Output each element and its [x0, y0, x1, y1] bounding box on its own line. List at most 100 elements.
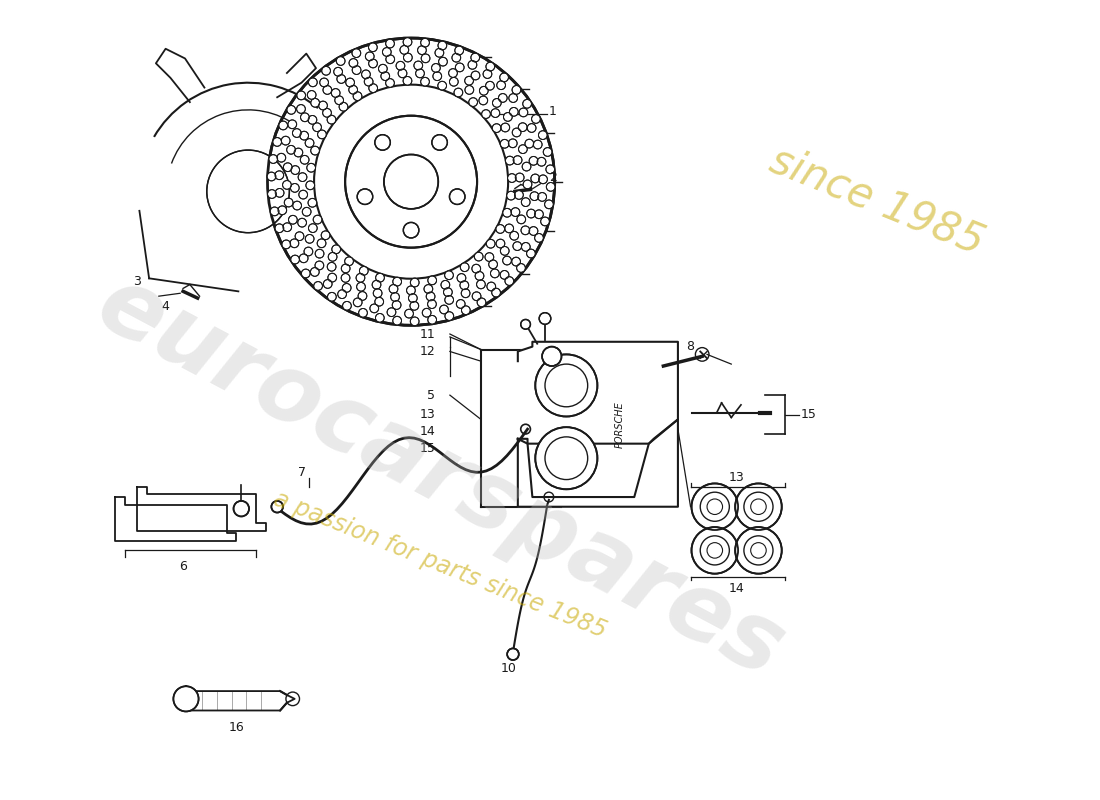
Circle shape — [420, 78, 429, 86]
Circle shape — [305, 138, 314, 147]
Circle shape — [462, 306, 470, 314]
Circle shape — [517, 215, 526, 224]
Circle shape — [422, 308, 431, 317]
Circle shape — [692, 483, 738, 530]
Circle shape — [485, 253, 494, 262]
Text: PORSCHE: PORSCHE — [615, 401, 625, 448]
Circle shape — [293, 201, 301, 210]
Circle shape — [381, 72, 389, 81]
Circle shape — [389, 285, 398, 294]
Circle shape — [405, 310, 414, 318]
Circle shape — [505, 224, 514, 233]
Circle shape — [449, 69, 458, 78]
Polygon shape — [116, 497, 236, 541]
Circle shape — [515, 173, 524, 182]
Circle shape — [507, 174, 516, 182]
Circle shape — [282, 240, 290, 249]
Circle shape — [543, 148, 552, 156]
Circle shape — [521, 226, 530, 234]
Circle shape — [314, 282, 322, 290]
Circle shape — [364, 78, 373, 86]
Circle shape — [207, 150, 289, 233]
Circle shape — [544, 200, 553, 209]
Circle shape — [268, 154, 277, 163]
Circle shape — [456, 299, 465, 308]
Circle shape — [368, 84, 377, 93]
Circle shape — [275, 224, 284, 233]
Circle shape — [349, 58, 358, 67]
Circle shape — [373, 289, 382, 298]
Circle shape — [375, 134, 390, 150]
Circle shape — [372, 280, 381, 289]
Circle shape — [522, 162, 531, 171]
Circle shape — [390, 293, 399, 302]
Text: eurocarspares: eurocarspares — [81, 258, 799, 698]
Circle shape — [500, 270, 509, 279]
Circle shape — [356, 282, 365, 291]
Circle shape — [500, 123, 509, 132]
Circle shape — [314, 215, 322, 224]
Circle shape — [338, 290, 346, 298]
Circle shape — [512, 208, 520, 217]
Circle shape — [546, 165, 554, 174]
Circle shape — [438, 41, 447, 50]
Circle shape — [433, 72, 441, 81]
Circle shape — [438, 82, 447, 90]
Circle shape — [522, 99, 531, 108]
PathPatch shape — [595, 12, 1100, 546]
Circle shape — [375, 298, 384, 306]
Circle shape — [267, 38, 554, 326]
Text: 3: 3 — [133, 275, 141, 288]
Circle shape — [282, 136, 290, 145]
Circle shape — [519, 108, 528, 117]
Circle shape — [317, 239, 326, 248]
Circle shape — [496, 225, 505, 234]
Text: 1: 1 — [549, 106, 557, 118]
Circle shape — [431, 63, 440, 72]
Circle shape — [345, 78, 354, 87]
Circle shape — [440, 305, 449, 314]
Circle shape — [692, 527, 738, 574]
Circle shape — [524, 180, 532, 189]
Circle shape — [536, 427, 597, 490]
Circle shape — [428, 315, 437, 324]
Circle shape — [308, 224, 317, 233]
Circle shape — [362, 70, 371, 78]
Text: 2: 2 — [549, 171, 557, 184]
Circle shape — [735, 527, 782, 574]
Circle shape — [469, 61, 476, 70]
Text: since 1985: since 1985 — [763, 139, 990, 263]
Circle shape — [508, 139, 517, 148]
Circle shape — [539, 313, 551, 324]
Circle shape — [333, 67, 342, 76]
Circle shape — [322, 109, 331, 117]
Circle shape — [441, 281, 450, 289]
Text: 13: 13 — [728, 471, 744, 484]
Polygon shape — [518, 342, 678, 444]
Circle shape — [535, 234, 543, 242]
Circle shape — [352, 49, 361, 58]
Circle shape — [541, 217, 549, 226]
Circle shape — [370, 304, 378, 313]
Circle shape — [398, 69, 407, 78]
Circle shape — [298, 218, 307, 227]
Circle shape — [308, 115, 317, 124]
Circle shape — [378, 64, 387, 73]
Polygon shape — [138, 487, 265, 531]
Circle shape — [527, 210, 536, 218]
Circle shape — [345, 116, 477, 248]
Circle shape — [299, 190, 308, 199]
Circle shape — [513, 242, 521, 250]
Circle shape — [278, 121, 287, 130]
Circle shape — [290, 255, 299, 264]
Circle shape — [509, 231, 518, 240]
Circle shape — [471, 71, 480, 80]
Circle shape — [444, 295, 453, 304]
Circle shape — [316, 250, 323, 258]
Circle shape — [521, 242, 530, 251]
Circle shape — [342, 302, 351, 310]
Circle shape — [474, 252, 483, 261]
Circle shape — [518, 123, 527, 131]
Circle shape — [509, 107, 518, 116]
Circle shape — [393, 316, 402, 325]
